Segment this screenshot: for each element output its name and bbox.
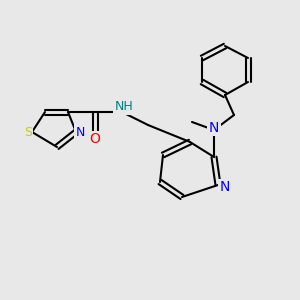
- Text: N: N: [209, 121, 219, 135]
- Text: N: N: [75, 125, 85, 139]
- Text: N: N: [220, 180, 230, 194]
- Text: NH: NH: [115, 100, 134, 113]
- Text: O: O: [90, 132, 101, 146]
- Text: S: S: [24, 125, 32, 139]
